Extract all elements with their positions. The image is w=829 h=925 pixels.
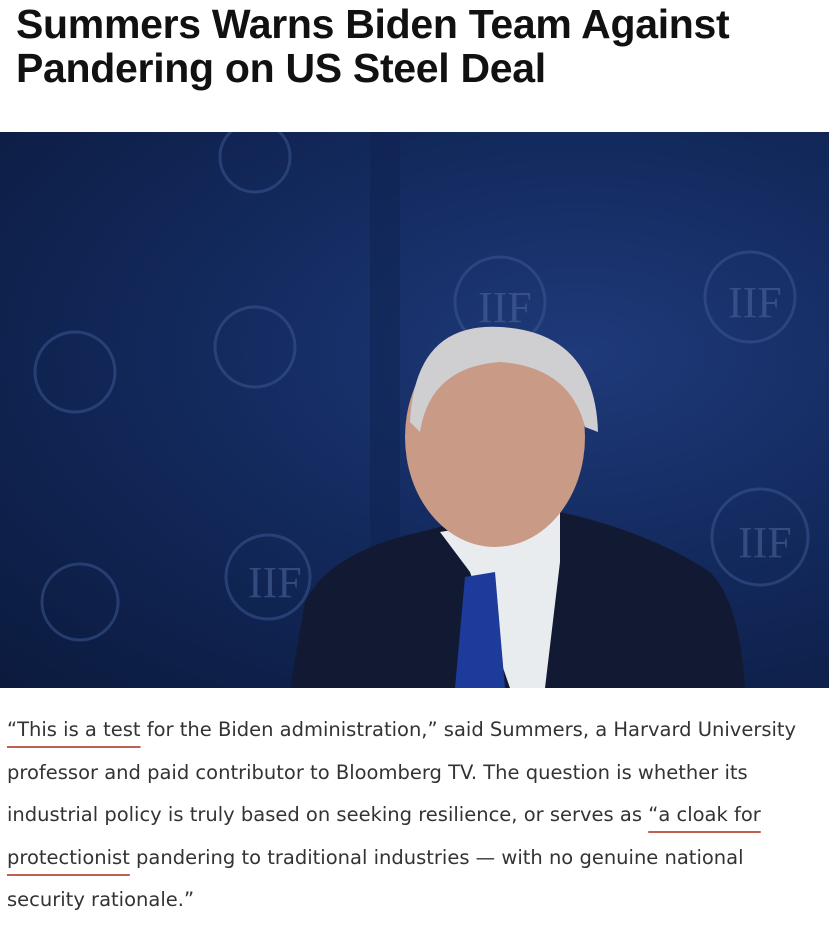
paragraph-text: pandering to traditional industries — wi… — [7, 845, 744, 912]
photo-illustration: IIF IIF IIF IIF — [33, 132, 810, 688]
paragraph-text: for the Biden administration,” said Summ… — [7, 718, 797, 826]
article-paragraph: “This is a test for the Biden administra… — [7, 709, 822, 922]
quote-link-cloak[interactable]: “a cloak for protectionist — [7, 803, 761, 869]
iif-logo-text: IIF — [728, 278, 782, 327]
iif-logo-text: IIF — [738, 518, 792, 567]
article-headline: Summers Warns Biden Team Against Panderi… — [16, 1, 730, 91]
quote-link-test[interactable]: “This is a test — [7, 718, 141, 741]
article-photo: IIF IIF IIF IIF — [0, 132, 829, 688]
face — [405, 327, 585, 547]
iif-logo-text: IIF — [248, 558, 302, 607]
iif-logo-text: IIF — [478, 283, 532, 332]
